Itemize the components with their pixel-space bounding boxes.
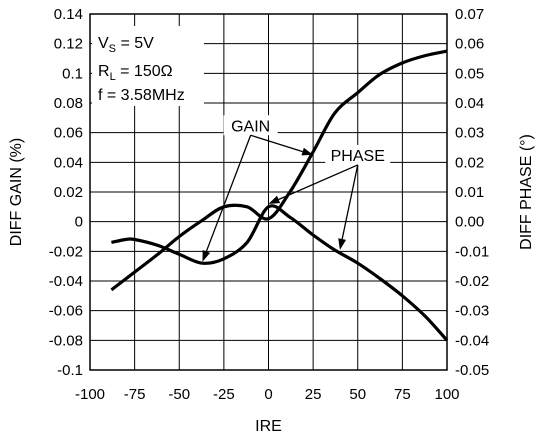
test-conditions: VS = 5V RL = 150Ω f = 3.58MHz <box>92 26 204 106</box>
x-tick-label: 0 <box>264 386 272 403</box>
left-y-tick-label: 0.02 <box>54 184 83 201</box>
x-tick-labels: -100 -75 -50 -25 0 25 50 75 100 <box>75 386 460 403</box>
right-y-tick-label: 0.02 <box>455 154 484 171</box>
annotation-label-phase: PHASE <box>331 148 385 165</box>
right-y-axis-title: DIFF PHASE (°) <box>518 134 535 250</box>
right-y-tick-label: -0.05 <box>455 362 489 379</box>
frequency-note: f = 3.58MHz <box>98 87 185 104</box>
left-y-tick-label: 0.06 <box>54 125 83 142</box>
x-tick-label: 50 <box>349 386 366 403</box>
annotation-arrowhead <box>338 238 347 250</box>
annotation-label-background <box>223 115 278 136</box>
right-y-tick-label: 0.01 <box>455 184 484 201</box>
x-tick-label: 25 <box>305 386 322 403</box>
left-y-tick-label: -0.08 <box>49 332 83 349</box>
annotation-leader-line <box>250 134 303 153</box>
grid <box>90 14 447 370</box>
right-y-tick-label: 0.04 <box>455 95 484 112</box>
left-y-tick-label: -0.04 <box>49 273 83 290</box>
right-y-tick-label: 0.03 <box>455 125 484 142</box>
annotation-arrowhead <box>268 195 281 204</box>
left-y-tick-label: 0.1 <box>62 65 83 82</box>
annotation-leader-line <box>205 135 252 252</box>
load-resistance-note: RL = 150Ω <box>98 63 173 83</box>
right-y-tick-label: -0.03 <box>455 303 489 320</box>
right-y-tick-label: -0.04 <box>455 332 489 349</box>
x-axis-title: IRE <box>255 418 282 435</box>
annotation-label-background <box>325 144 391 165</box>
x-tick-label: 100 <box>434 386 459 403</box>
right-y-tick-label: -0.02 <box>455 273 489 290</box>
left-y-axis-title: DIFF GAIN (%) <box>8 138 25 246</box>
annotation-label-gain: GAIN <box>231 118 270 135</box>
right-y-tick-labels: 0.07 0.06 0.05 0.04 0.03 0.02 0.01 0.00 -0.01 -0.… <box>455 6 489 379</box>
annotation-leader-line <box>278 164 359 201</box>
right-y-tick-label: 0.05 <box>455 65 484 82</box>
plot-frame <box>89 13 448 371</box>
left-y-tick-label: 0.04 <box>54 154 83 171</box>
left-y-tick-label: 0.12 <box>54 36 83 53</box>
left-y-tick-label: -0.02 <box>49 243 83 260</box>
series-layer <box>110 49 449 342</box>
x-tick-label: -75 <box>124 386 146 403</box>
annotations: GAIN PHASE <box>202 115 391 262</box>
right-y-tick-label: 0.07 <box>455 6 484 23</box>
x-tick-label: -50 <box>168 386 190 403</box>
x-tick-label: -100 <box>75 386 105 403</box>
right-y-tick-label: -0.01 <box>455 243 489 260</box>
conditions-background <box>92 26 204 106</box>
annotation-arrowhead <box>301 147 314 156</box>
left-y-tick-label: -0.1 <box>57 362 83 379</box>
x-tick-label: 75 <box>394 386 411 403</box>
right-y-tick-label: 0.00 <box>455 214 484 231</box>
x-tick-label: -25 <box>213 386 235 403</box>
right-y-tick-label: 0.06 <box>455 36 484 53</box>
supply-voltage-note: VS = 5V <box>98 35 154 55</box>
left-y-tick-labels: 0.14 0.12 0.1 0.08 0.06 0.04 0.02 0 -0.02 -0.04 -0… <box>49 6 83 379</box>
left-y-tick-label: 0.08 <box>54 95 83 112</box>
annotation-arrowhead <box>202 250 211 262</box>
left-y-tick-label: 0 <box>75 214 83 231</box>
left-y-tick-label: 0.14 <box>54 6 83 23</box>
series-phase-line <box>111 204 449 342</box>
annotation-leader-line <box>341 164 359 240</box>
left-y-tick-label: -0.06 <box>49 303 83 320</box>
